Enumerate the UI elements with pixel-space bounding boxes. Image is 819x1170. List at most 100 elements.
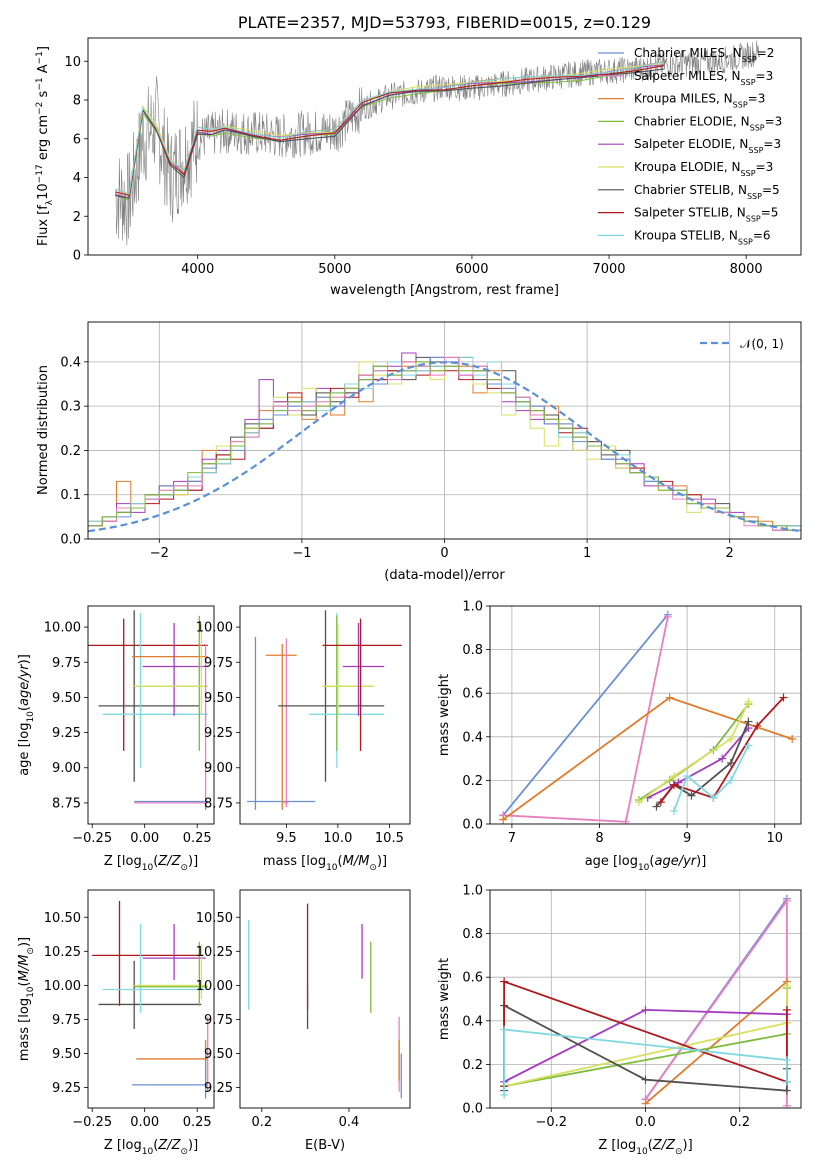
y-tick-label: 9.75 [52,1013,81,1028]
weight-marker [641,1075,650,1084]
weight-marker [782,1056,791,1065]
y-tick-label: 8.75 [52,796,81,811]
legend-entry: Kroupa STELIB, NSSP=6 [634,228,771,246]
error-cross [98,960,202,1029]
y-tick-label: 10.50 [196,911,233,926]
weight-marker [687,791,696,800]
weight-marker [779,693,788,702]
x-tick-label: 10.0 [323,831,352,846]
legend-entry: Chabrier STELIB, NSSP=5 [634,183,780,201]
x-tick-label: 2 [726,546,734,561]
error-cross [247,636,316,810]
error-cross [142,924,206,980]
weight-marker [782,1101,791,1108]
x-axis-label: (data-model)/error [384,568,505,583]
x-tick-label: 0 [440,546,448,561]
x-axis-label: mass [log10(M/M⊙)] [263,854,387,873]
axes-frame [87,889,215,1109]
weight-marker [500,1090,509,1099]
y-tick-label: 6 [73,132,81,147]
panel-mass_vs_ebv: 0.2 0.4 9.25 9.50 9.75 10.00 10.25 10.50 E(B-V) [196,889,411,1153]
error-cross [102,924,208,1013]
y-tick-label: 0.6 [462,971,483,986]
x-tick-label: 10 [766,831,783,846]
x-tick-label: −2 [150,546,169,561]
y-tick-label: 10.25 [196,945,233,960]
weight-marker [663,612,672,621]
y-tick-label: 9.25 [52,726,81,741]
legend-entry: Salpeter ELODIE, NSSP=3 [634,137,781,155]
y-tick-label: 8.75 [204,796,233,811]
plot-area-mass_vs_Z [92,900,209,1099]
axes-frame [239,889,411,1109]
weight-line [503,616,669,823]
error-cross [134,941,208,1006]
y-tick-label: 10.00 [196,979,233,994]
panel-weight_vs_age: 7 8 9 10 0.0 0.2 0.4 0.6 0.8 1.0 age [log10(age/yr… [437,600,802,873]
weight-marker [500,1025,509,1034]
y-tick-label: 10.00 [196,621,233,636]
error-cross [132,1053,208,1099]
y-axis-label: mass weight [437,674,452,756]
y-tick-label: 10.25 [44,945,81,960]
weight-marker [683,772,692,781]
y-tick-label: 9.50 [52,1047,81,1062]
x-tick-label: 7 [508,831,516,846]
weight-marker [641,1099,650,1108]
weight-line [660,696,785,803]
y-tick-label: 9.75 [204,656,233,671]
weight-marker [726,776,735,785]
y-tick-label: 9.75 [52,656,81,671]
legend-entry: Chabrier ELODIE, NSSP=3 [634,114,782,131]
panel-spectrum: 4000 5000 6000 7000 8000 0 2 4 6 8 10 PLATE=2357, M… [35,13,802,298]
weight-marker [744,697,753,706]
legend-entry: Salpeter STELIB, NSSP=5 [634,206,778,224]
y-tick-label: 9.00 [52,761,81,776]
x-tick-label: 9 [683,831,691,846]
error-cross [343,622,385,716]
y-tick-label: 0.4 [60,355,81,370]
weight-marker [665,693,674,702]
plot-area-residual_hist [88,322,801,539]
y-axis-label: Normed distribution [36,365,51,495]
x-tick-label: 10.5 [375,831,404,846]
x-axis-label: age [log10(age/yr)] [585,854,707,873]
weight-marker [782,896,791,905]
y-tick-label: 0.3 [60,400,81,415]
error-cross [134,944,208,999]
weight-marker [499,815,508,824]
x-tick-label: 8000 [730,262,763,277]
y-tick-label: 1.0 [462,884,483,899]
weight-line [503,1028,788,1095]
x-tick-label: 9.5 [276,831,297,846]
x-tick-label: 0.00 [130,831,159,846]
x-tick-label: 6000 [455,262,488,277]
y-tick-label: 0.0 [462,818,483,833]
legend-entry: Chabrier MILES, NSSP=2 [634,46,774,64]
y-axis-label: mass [log10(M/M⊙)] [17,937,36,1061]
panel-age_vs_Z: −0.25 0.00 0.25 8.75 9.00 9.25 9.50 9.75 10.00 Z … [17,605,215,873]
y-tick-label: 8 [73,94,81,109]
y-tick-label: 2 [73,210,81,225]
y-tick-label: 0 [73,249,81,264]
y-tick-label: 9.25 [204,1081,233,1096]
weight-marker [669,806,678,815]
model-spectrum [115,68,664,199]
y-tick-label: 9.50 [52,691,81,706]
normal-curve [88,361,801,533]
axes-frame [87,605,215,825]
x-axis-label: Z [log10(Z/Z⊙)] [598,1138,692,1157]
plot-area-weight_vs_age [490,606,801,824]
weight-marker [718,754,727,763]
plot-area-spectrum [115,40,761,246]
weight-marker [621,817,630,824]
weight-marker [744,717,753,726]
error-cross [98,610,200,782]
x-tick-label: 4000 [181,262,214,277]
x-axis-label: E(B-V) [305,1138,345,1153]
y-tick-label: 10.00 [44,979,81,994]
y-tick-label: 0.6 [462,687,483,702]
y-tick-label: 0.2 [60,444,81,459]
error-cross [284,638,289,808]
error-cross [322,618,402,751]
